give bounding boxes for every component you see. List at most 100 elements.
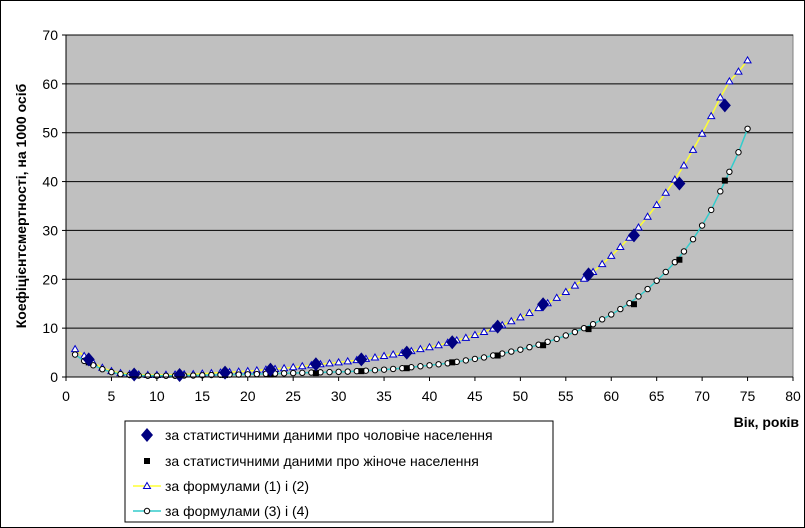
x-tick-label: 10 [149, 388, 165, 404]
series-layer [70, 55, 752, 383]
legend-label-male: за статистичними даними про чоловіче нас… [165, 427, 493, 443]
data-point [697, 129, 707, 137]
data-point [325, 358, 334, 367]
data-point [598, 316, 606, 323]
data-point [508, 348, 515, 355]
data-point [662, 268, 669, 276]
data-point [334, 357, 343, 366]
x-tick-label: 20 [240, 388, 256, 404]
data-point [579, 274, 589, 282]
data-point [734, 67, 743, 75]
y-tick-label: 60 [42, 76, 58, 92]
y-tick-label: 70 [42, 27, 58, 43]
data-point [449, 359, 456, 366]
series-1 [82, 98, 731, 383]
data-point [544, 338, 551, 346]
data-point [326, 368, 333, 376]
x-tick-label: 5 [108, 388, 116, 404]
data-point [434, 340, 443, 349]
data-point [561, 287, 571, 295]
data-point [173, 368, 186, 383]
legend-key-marker [143, 507, 151, 515]
data-point [71, 351, 79, 358]
data-point [461, 333, 471, 341]
data-point [570, 281, 580, 289]
x-tick-label: 65 [649, 388, 665, 404]
data-point [726, 168, 733, 176]
data-point [280, 370, 288, 377]
data-point [264, 362, 277, 377]
data-point [680, 248, 688, 255]
x-tick-label: 50 [513, 388, 529, 404]
x-tick-label: 15 [195, 388, 211, 404]
data-point [144, 372, 151, 379]
data-point [698, 222, 706, 229]
data-point [506, 316, 516, 325]
data-point [162, 372, 170, 379]
data-point [635, 293, 642, 300]
x-tick-label: 25 [285, 388, 301, 404]
data-point [706, 111, 716, 120]
data-point [494, 352, 501, 359]
data-point [253, 370, 261, 378]
data-point [589, 321, 597, 328]
data-point [426, 362, 433, 369]
legend-label-female: за статистичними даними про жіноче насел… [165, 453, 479, 469]
legend-key-marker [142, 481, 152, 489]
data-point [525, 308, 534, 316]
plot-area [65, 34, 794, 378]
data-point [540, 342, 547, 349]
data-point [416, 344, 425, 353]
data-point [689, 236, 697, 243]
data-point [99, 365, 106, 373]
data-point [634, 223, 643, 231]
y-tick-label: 40 [42, 174, 58, 190]
data-point [82, 352, 95, 367]
data-point [288, 362, 298, 371]
data-point [480, 354, 488, 361]
data-point [725, 76, 734, 85]
data-point [479, 327, 489, 336]
data-point [630, 301, 637, 308]
data-point [643, 212, 652, 220]
data-point [673, 176, 686, 191]
data-point [400, 345, 413, 360]
data-point [553, 335, 560, 343]
data-point [571, 328, 579, 336]
data-point [537, 297, 550, 312]
x-tick-label: 60 [603, 388, 619, 404]
x-axis-title: Вік, років [734, 414, 800, 430]
data-point [517, 346, 524, 353]
data-point [661, 188, 671, 196]
legend-label-formula-1-2: за формулами (1) і (2) [165, 478, 309, 494]
data-point [108, 368, 115, 376]
data-point [235, 371, 242, 378]
data-point [653, 277, 660, 284]
data-point [380, 366, 388, 373]
data-point [708, 206, 715, 214]
x-tick-label: 75 [740, 388, 756, 404]
data-point [679, 160, 689, 169]
data-point [562, 332, 570, 339]
data-point [389, 365, 397, 373]
y-tick-label: 0 [50, 369, 58, 385]
data-point [343, 356, 353, 365]
data-point [744, 125, 751, 133]
data-point [735, 149, 742, 156]
data-point [344, 368, 351, 375]
data-point [552, 293, 562, 301]
data-point [743, 55, 752, 64]
data-point [676, 256, 683, 263]
grid-lines [66, 34, 793, 329]
data-point [585, 326, 592, 333]
data-point [652, 200, 662, 209]
y-tick-label: 10 [42, 320, 58, 336]
data-point [715, 93, 725, 101]
data-point [462, 357, 470, 364]
y-axis-title: Коефіцієнтсмертності, на 1000 осіб [13, 83, 29, 328]
data-point [370, 352, 380, 361]
x-tick-label: 30 [331, 388, 347, 404]
data-point [388, 350, 398, 358]
legend: за статистичними даними про чоловіче нас… [124, 420, 554, 523]
